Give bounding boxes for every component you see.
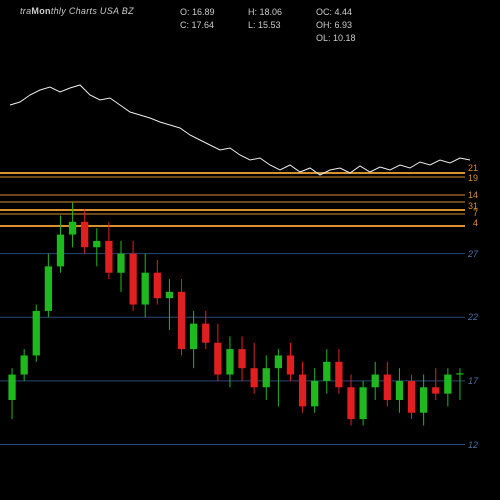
chart-svg xyxy=(0,40,480,480)
ohlc-high: H: 18.06 xyxy=(248,6,298,19)
ohlc-open: O: 16.89 xyxy=(180,6,230,19)
title-prefix: tra xyxy=(20,6,31,16)
ohlc-oh: OH: 6.93 xyxy=(316,19,366,32)
y-axis-label: 27 xyxy=(468,249,478,259)
chart-area: 121722272119143174 xyxy=(0,40,480,480)
title-suffix: thly Charts USA BZ xyxy=(51,6,134,16)
chart-title: traMonthly Charts USA BZ xyxy=(20,6,134,16)
orange-level-label: 21 xyxy=(468,163,478,173)
orange-level-label: 19 xyxy=(468,173,478,183)
orange-level-label: 14 xyxy=(468,190,478,200)
ohlc-oc: OC: 4.44 xyxy=(316,6,366,19)
ohlc-low: L: 15.53 xyxy=(248,19,298,32)
ohlc-close: C: 17.64 xyxy=(180,19,230,32)
y-axis-label: 17 xyxy=(468,376,478,386)
y-axis-label: 12 xyxy=(468,440,478,450)
title-bold: Mon xyxy=(31,6,50,16)
orange-level-label: 7 xyxy=(473,208,478,218)
y-axis-label: 22 xyxy=(468,312,478,322)
orange-level-label: 4 xyxy=(473,218,478,228)
